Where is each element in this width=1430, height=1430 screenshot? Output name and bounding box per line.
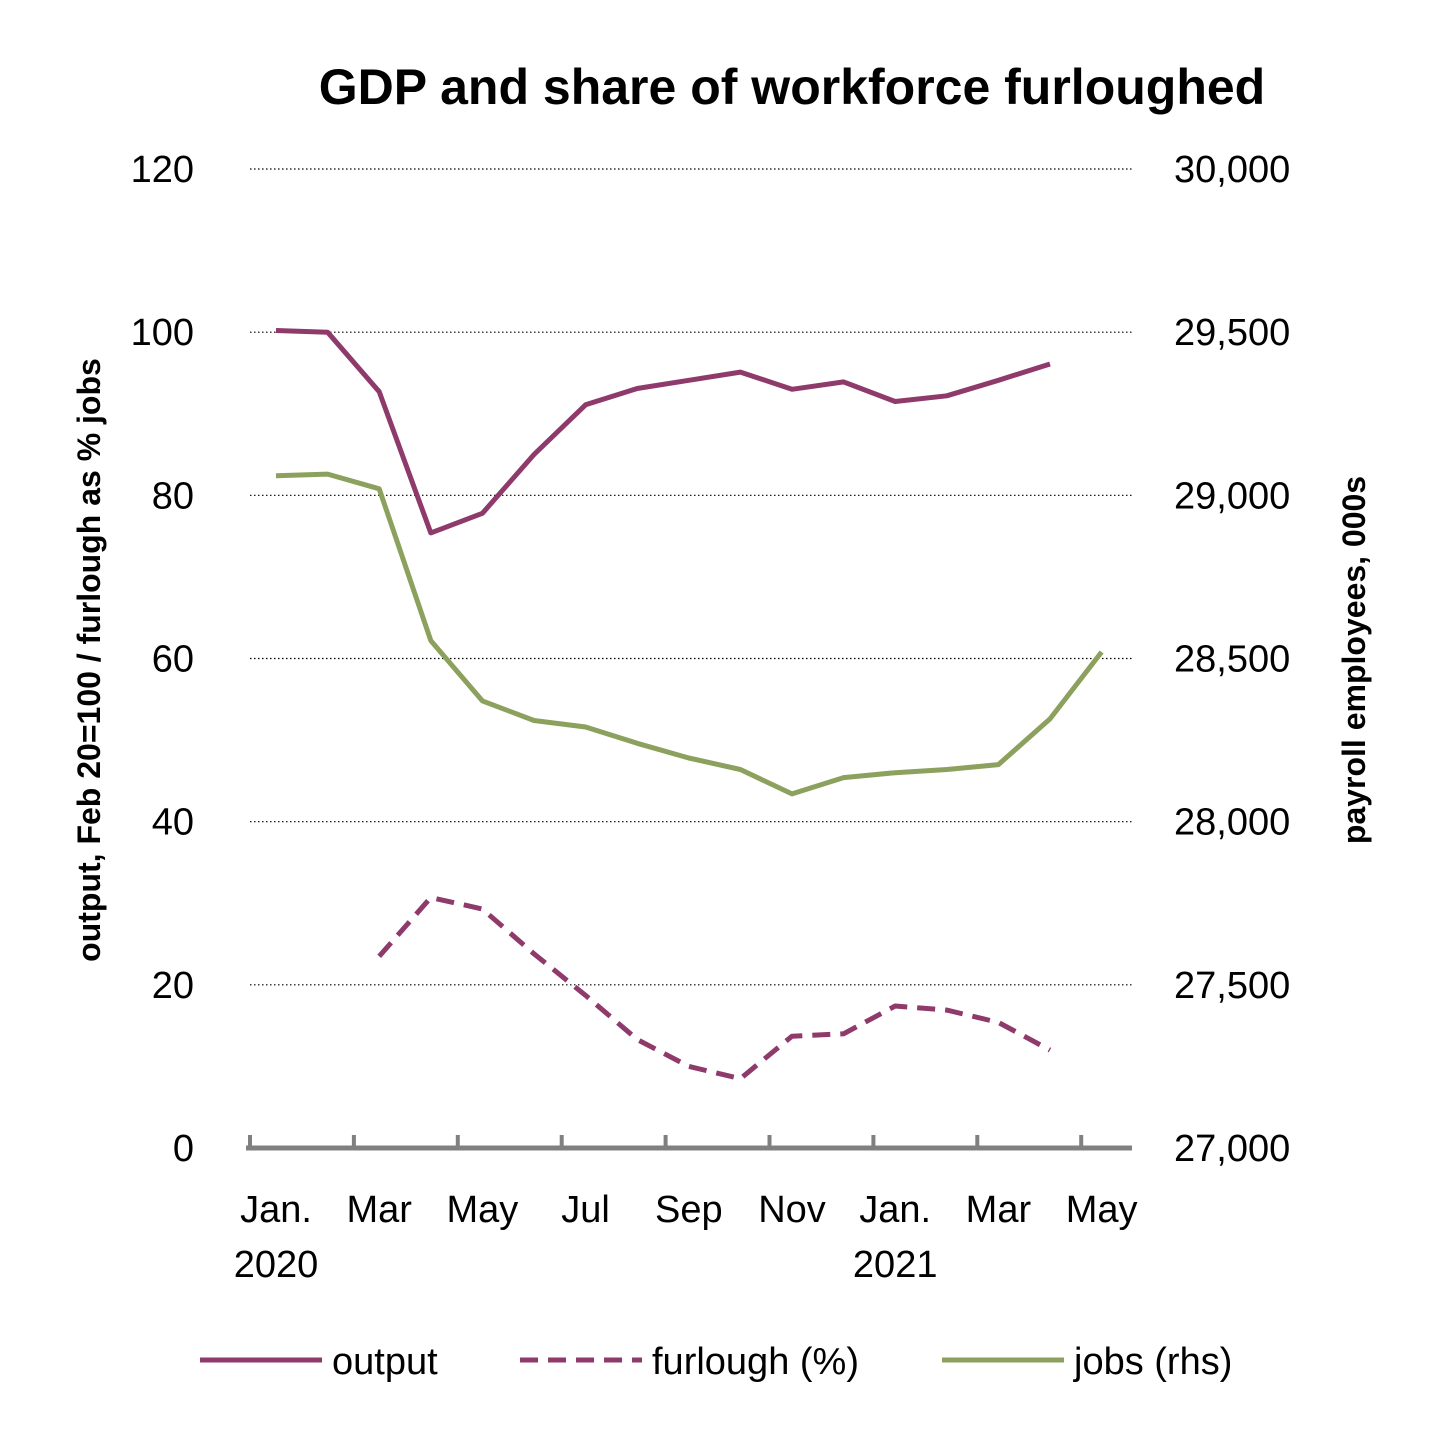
right-tick-label: 27,000 bbox=[1174, 1128, 1290, 1170]
x-axis: Jan. 2020 Mar May Jul Sep Nov Jan. 2021 Mar May bbox=[234, 1135, 1138, 1286]
x-tick-label: May bbox=[1066, 1189, 1138, 1231]
legend-label: jobs (rhs) bbox=[1073, 1341, 1232, 1383]
x-tick-label: Nov bbox=[758, 1189, 826, 1231]
left-tick-label: 120 bbox=[131, 149, 194, 191]
x-tick-label: Sep bbox=[655, 1189, 723, 1231]
right-axis-label: payroll employees, 000s bbox=[1336, 476, 1372, 844]
right-tick-label: 27,500 bbox=[1174, 965, 1290, 1007]
right-tick-label: 29,000 bbox=[1174, 475, 1290, 517]
series-line-furlough bbox=[377, 895, 1052, 1082]
left-tick-label: 0 bbox=[173, 1128, 194, 1170]
left-tick-label: 60 bbox=[152, 639, 194, 681]
left-tick-label: 80 bbox=[152, 475, 194, 517]
gridlines bbox=[250, 168, 1132, 986]
series-line-jobs-rhs bbox=[275, 471, 1104, 797]
left-tick-label: 40 bbox=[152, 802, 194, 844]
left-axis-label: output, Feb 20=100 / furlough as % jobs bbox=[71, 358, 107, 962]
legend-label: output bbox=[332, 1341, 438, 1383]
series-layer bbox=[275, 328, 1104, 1082]
series-line-output bbox=[275, 328, 1051, 536]
left-tick-label: 20 bbox=[152, 965, 194, 1007]
x-tick-label: Jul bbox=[561, 1189, 610, 1231]
x-tick-label: Mar bbox=[346, 1189, 412, 1231]
legend-label: furlough (%) bbox=[652, 1341, 859, 1383]
left-axis-ticks: 0 20 40 60 80 100 120 bbox=[131, 149, 194, 1170]
x-tick-year-label: 2021 bbox=[853, 1244, 938, 1286]
left-tick-label: 100 bbox=[131, 312, 194, 354]
chart-title: GDP and share of workforce furloughed bbox=[319, 59, 1265, 115]
right-axis-ticks: 27,000 27,500 28,000 28,500 29,000 29,500 30,0… bbox=[1174, 149, 1290, 1170]
right-tick-label: 29,500 bbox=[1174, 312, 1290, 354]
x-tick-label: Mar bbox=[966, 1189, 1032, 1231]
x-tick-year-label: 2020 bbox=[234, 1244, 319, 1286]
right-tick-label: 28,500 bbox=[1174, 639, 1290, 681]
legend: output furlough (%) jobs (rhs) bbox=[200, 1341, 1232, 1383]
right-tick-label: 28,000 bbox=[1174, 802, 1290, 844]
x-tick-label: Jan. bbox=[859, 1189, 931, 1231]
right-tick-label: 30,000 bbox=[1174, 149, 1290, 191]
x-tick-label: Jan. bbox=[240, 1189, 312, 1231]
x-tick-label: May bbox=[447, 1189, 519, 1231]
